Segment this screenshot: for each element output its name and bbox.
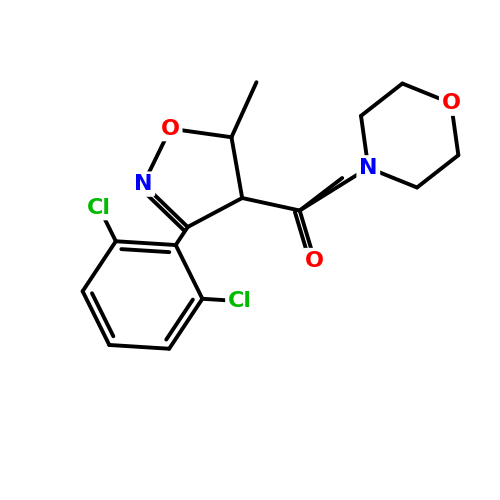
Text: O: O <box>442 93 460 113</box>
Text: O: O <box>161 118 180 139</box>
Text: N: N <box>134 174 152 194</box>
Text: O: O <box>305 250 324 270</box>
Text: Cl: Cl <box>87 198 111 218</box>
Text: Cl: Cl <box>228 291 252 311</box>
Text: N: N <box>359 158 378 178</box>
